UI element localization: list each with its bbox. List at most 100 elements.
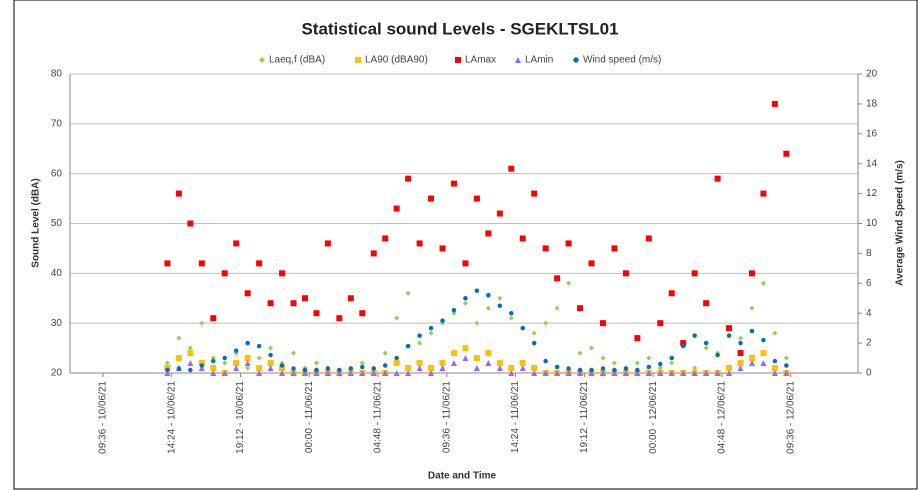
point [496,210,503,217]
x-tick-label: 14:24 - 10/06/21 [166,381,177,454]
point [267,360,274,367]
point [393,370,400,376]
point [188,367,193,373]
point [531,370,538,376]
point [394,355,399,361]
y2-tick-label: 10 [866,218,878,229]
point [738,340,743,346]
point [370,370,377,376]
point [428,325,434,331]
point [772,330,778,336]
point [279,270,286,277]
point [474,288,480,294]
point [382,370,389,376]
point [199,320,205,326]
y2-tick-label: 8 [866,248,872,259]
point [748,355,755,362]
point [509,310,514,316]
point [565,240,572,247]
x-tick-label: 19:12 - 10/06/21 [235,381,246,454]
point [783,370,790,376]
point [703,300,710,307]
frame [13,0,918,490]
point [428,365,435,372]
point [565,370,572,376]
point [290,300,297,307]
point [577,370,584,376]
point [588,370,595,376]
point [165,367,170,373]
point [405,365,412,372]
legend-label: LAmin [525,55,553,66]
point [623,366,629,371]
point [416,240,423,247]
y2-tick-label: 2 [866,338,872,349]
point [622,270,629,277]
point [612,367,617,373]
point [199,363,205,368]
point [658,361,663,367]
point [210,315,217,322]
point [360,364,365,370]
point [176,335,182,341]
point [439,360,446,367]
point [589,367,594,373]
point [450,350,457,357]
point [508,365,515,372]
y2-tick-label: 0 [866,368,872,379]
point [473,195,480,202]
point [394,315,400,321]
point [645,370,652,376]
point [542,245,549,252]
point [439,365,446,372]
point [245,340,250,346]
x-tick-label: 14:24 - 11/06/21 [510,381,521,454]
point [164,360,170,366]
point [669,360,675,366]
point [450,360,457,367]
point [405,290,411,296]
y-tick-label: 50 [51,218,63,229]
point [233,360,240,367]
point [291,350,297,356]
point [256,355,262,361]
point [210,365,217,372]
point [301,370,308,376]
point [416,365,423,372]
point [771,365,778,372]
legend-label: Wind speed (m/s) [583,55,661,66]
point [543,320,549,326]
point [496,360,503,367]
point [405,343,411,349]
point [703,370,710,376]
point [428,370,435,376]
point [393,360,400,367]
chart-title: Statistical sound Levels - SGEKLTSL01 [301,19,618,38]
point [726,370,733,376]
legend-marker [573,57,579,63]
point [371,366,376,371]
point [497,295,503,301]
point [359,360,365,366]
point [692,333,697,338]
point [382,363,388,368]
point [428,195,435,202]
point [577,305,584,312]
point [256,365,263,372]
legend-marker [355,57,361,63]
point [256,343,262,349]
y-tick-label: 70 [51,118,63,129]
point [554,364,560,370]
point [680,343,686,349]
point [211,358,216,364]
point [359,370,366,376]
point [279,370,286,376]
point [382,235,389,242]
y2-tick-label: 18 [866,99,878,110]
point [496,365,503,372]
legend-label: Laeq,f (dBA) [269,55,325,66]
point [599,370,606,376]
point [634,335,641,342]
point [164,260,171,267]
point [737,350,744,357]
